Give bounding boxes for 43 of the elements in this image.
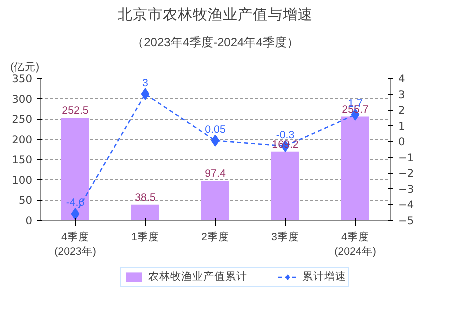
- data-label: 0.05: [205, 124, 226, 136]
- data-label: 97.4: [205, 168, 226, 180]
- data-label: 252.5: [62, 105, 89, 118]
- y2-tick-label: −3: [398, 182, 414, 196]
- bar: [272, 152, 300, 220]
- y-tick-label: 50: [18, 194, 33, 208]
- y2-tick-label: −5: [398, 214, 414, 228]
- chart-subtitle: （2023年4季度-2024年4季度）: [132, 36, 299, 50]
- y-axis-title: (亿元): [10, 62, 40, 74]
- x-tick-label: 4季度 (2023年): [54, 230, 96, 258]
- data-label: -4.6: [66, 197, 85, 210]
- x-tick-label: 4季度 (2024年): [334, 230, 376, 258]
- bar: [342, 116, 370, 220]
- y2-tick-label: 3: [398, 88, 406, 102]
- x-tick-label: 1季度: [132, 230, 160, 244]
- data-label: 38.5: [135, 192, 156, 204]
- y-tick-label: 350: [12, 72, 33, 86]
- bar: [132, 204, 160, 220]
- y2-tick-label: −4: [398, 198, 414, 212]
- data-label: -0.3: [276, 129, 295, 142]
- x-tick-label: 3季度: [272, 230, 300, 244]
- data-label: 3: [142, 77, 149, 90]
- y-tick-label: 300: [12, 92, 33, 106]
- chart-title: 北京市农林牧渔业产值与增速: [118, 6, 313, 24]
- y-tick-label: 200: [12, 133, 33, 146]
- y-tick-label: 100: [12, 174, 33, 187]
- y-tick-label: 0: [26, 214, 33, 228]
- legend-label: 累计增速: [302, 270, 346, 284]
- legend-label: 农林牧渔业产值累计: [148, 270, 248, 284]
- point: [71, 208, 80, 220]
- y2-tick-label: −2: [398, 167, 414, 180]
- y2-tick-label: 2: [398, 104, 406, 118]
- y2-tick-label: 1: [398, 120, 406, 133]
- point: [141, 88, 150, 100]
- y2-tick-label: 4: [398, 72, 406, 86]
- y-tick-label: 150: [12, 154, 33, 167]
- y-tick-label: 250: [12, 113, 33, 126]
- y2-tick-label: −1: [398, 151, 414, 164]
- point: [211, 134, 220, 147]
- bar: [62, 118, 90, 220]
- x-tick-label: 2季度: [202, 230, 230, 244]
- y2-tick-label: 0: [398, 136, 406, 149]
- bar: [202, 180, 230, 220]
